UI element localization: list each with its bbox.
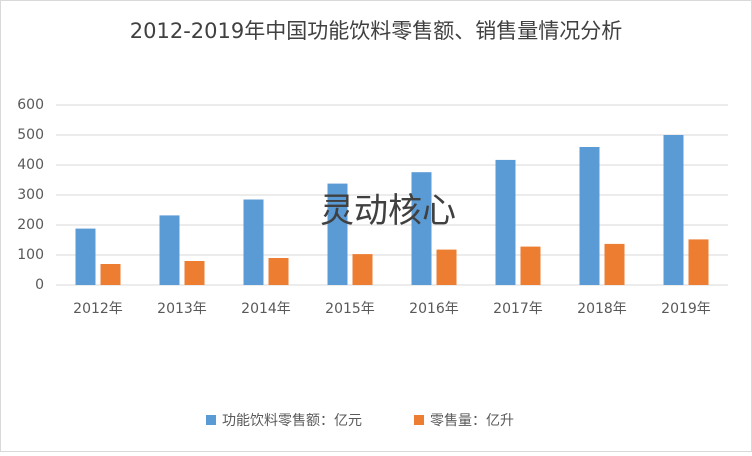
- x-tick-label: 2019年: [661, 301, 711, 317]
- bar: [268, 258, 289, 285]
- bar: [411, 172, 432, 285]
- y-tick-label: 0: [35, 277, 44, 293]
- legend-swatch: [206, 415, 216, 425]
- x-tick-label: 2012年: [73, 301, 123, 317]
- x-tick-label: 2013年: [157, 301, 207, 317]
- bar: [436, 249, 457, 285]
- y-tick-label: 400: [17, 157, 44, 173]
- bar: [604, 243, 625, 285]
- x-tick-label: 2016年: [409, 301, 459, 317]
- y-tick-label: 600: [17, 97, 44, 113]
- bar: [75, 228, 96, 285]
- bar: [352, 254, 373, 285]
- bar: [184, 261, 205, 285]
- x-tick-label: 2017年: [493, 301, 543, 317]
- y-tick-label: 100: [17, 247, 44, 263]
- legend-label: 零售量：亿升: [430, 413, 514, 429]
- x-tick-label: 2015年: [325, 301, 375, 317]
- y-tick-label: 200: [17, 217, 44, 233]
- chart-title: 2012-2019年中国功能饮料零售额、销售量情况分析: [130, 19, 622, 43]
- bar: [159, 215, 180, 285]
- legend-swatch: [414, 415, 424, 425]
- bar: [495, 159, 516, 285]
- x-tick-label: 2014年: [241, 301, 291, 317]
- bar: [688, 239, 709, 285]
- x-tick-label: 2018年: [577, 301, 627, 317]
- bar: [520, 246, 541, 285]
- bar: [243, 199, 264, 285]
- legend-label: 功能饮料零售额：亿元: [222, 413, 362, 429]
- watermark: 灵动核心: [320, 191, 456, 231]
- bar: [579, 147, 600, 285]
- bar: [327, 183, 348, 285]
- y-tick-label: 300: [17, 187, 44, 203]
- bar: [663, 135, 684, 285]
- bar: [100, 264, 121, 285]
- y-tick-label: 500: [17, 127, 44, 143]
